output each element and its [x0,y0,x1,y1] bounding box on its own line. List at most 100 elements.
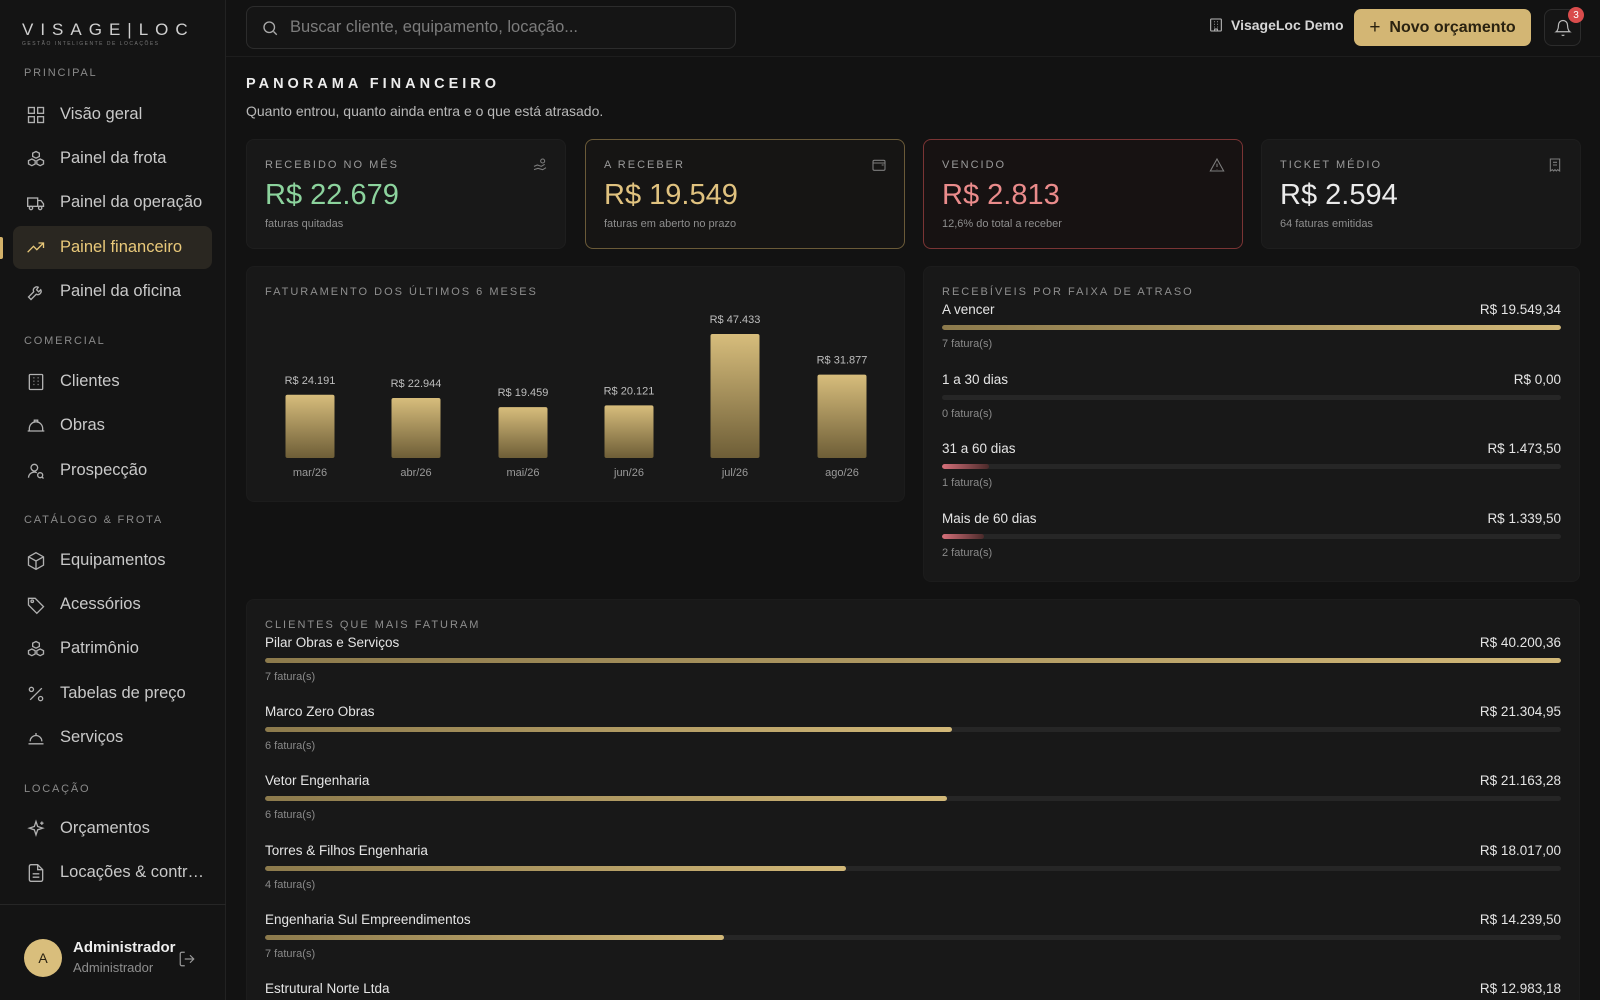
topbar-divider [226,56,1600,57]
revenue-bar-chart: R$ 24.191 mar/26 R$ 22.944 abr/26 R$ 19.459 m… [285,314,868,479]
kpi-note: 64 faturas emitidas [1280,218,1373,230]
revenue-chart-panel: FATURAMENTO DOS ÚLTIMOS 6 MESES R$ 24.19… [246,266,905,502]
progress-row: A vencer R$ 19.549,34 7 fatura(s) [942,302,1561,362]
chart-bar[interactable] [285,394,335,458]
chart-bar[interactable] [391,398,441,458]
building-icon [1210,18,1222,32]
kpi-label: VENCIDO [942,159,1007,171]
logo-text: VISAGE|LOC [22,20,195,39]
kpi-note: faturas quitadas [265,218,344,230]
search-bar[interactable] [246,6,736,49]
top-clients-panel: CLIENTES QUE MAIS FATURAM Pilar Obras e … [246,599,1580,1000]
chart-bar[interactable] [710,334,760,458]
row-count: 7 fatura(s) [942,338,993,350]
sidebar-item-painel-da-oficina[interactable]: Painel da oficina [13,270,212,313]
bar-value-label: R$ 22.944 [391,378,442,390]
x-tick-label: mai/26 [506,467,539,479]
progress-fill [265,727,952,733]
alert-triangle-icon [1209,157,1225,173]
row-name: A vencer [942,302,995,317]
row-count: 6 fatura(s) [265,809,316,822]
sidebar-item-tabelas-de-preco[interactable]: Tabelas de preço [13,672,212,715]
row-name: Mais de 60 dias [942,510,1037,526]
row-name: Engenharia Sul Empreendimentos [265,911,471,927]
progress-fill [942,325,1561,330]
new-quote-button[interactable]: + Novo orçamento [1354,9,1531,46]
search-input[interactable] [290,18,710,37]
bar-value-label: R$ 24.191 [285,375,336,387]
sidebar-item-label: Orçamentos [60,819,150,837]
top-clients-title: CLIENTES QUE MAIS FATURAM [265,619,481,631]
plus-icon: + [1369,16,1381,38]
sidebar-item-label: Locações & contr… [60,863,204,881]
sidebar-item-patrimonio[interactable]: Patrimônio [13,627,212,670]
kpi-card-avg-ticket: TICKET MÉDIO R$ 2.594 64 faturas emitida… [1261,139,1581,249]
progress-row: Pilar Obras e Serviços R$ 40.200,36 7 fatu… [265,635,1561,695]
aging-panel: RECEBÍVEIS POR FAIXA DE ATRASO A vencer R… [923,266,1580,582]
sidebar-item-label: Clientes [60,372,120,390]
sidebar-item-label: Patrimônio [60,639,139,657]
sidebar-item-clientes[interactable]: Clientes [13,360,212,403]
service-bell-icon [25,727,46,748]
sparkles-icon [25,818,46,839]
sidebar: VISAGE|LOC GESTÃO INTELIGENTE DE LOCAÇÕE… [0,0,226,1000]
sidebar-item-obras[interactable]: Obras [13,404,212,447]
kpi-label: RECEBIDO NO MÊS [265,159,399,171]
x-tick-label: jul/26 [721,467,748,479]
sidebar-item-label: Equipamentos [60,551,166,569]
sidebar-item-servicos[interactable]: Serviços [13,716,212,759]
sidebar-item-label: Painel financeiro [60,238,182,256]
progress-track [265,658,1561,663]
notifications-button[interactable]: 3 [1544,7,1584,46]
receipt-icon [1547,157,1563,173]
row-count: 0 fatura(s) [942,407,993,420]
progress-track [942,533,1561,539]
sidebar-item-equipamentos[interactable]: Equipamentos [13,539,212,582]
row-value: R$ 21.163,28 [1479,773,1561,789]
trending-up-icon [25,237,46,258]
x-tick-label: abr/26 [400,467,431,479]
progress-track [942,325,1561,330]
row-value: R$ 12.983,18 [1479,981,1561,996]
wrench-icon [25,281,46,302]
percent-icon [25,683,46,704]
sidebar-item-prospeccao[interactable]: Prospecção [13,449,212,492]
section-label: PRINCIPAL [24,67,98,79]
logout-icon[interactable] [178,950,196,968]
progress-track [265,934,1561,940]
progress-row: Estrutural Norte Ltda R$ 12.983,18 [265,981,1561,1000]
tenant-selector[interactable]: VisageLoc Demo [1208,17,1344,33]
progress-track [265,865,1561,871]
package-icon [25,550,46,571]
section-label: LOCAÇÃO [24,783,91,795]
kpi-card-receivable: A RECEBER R$ 19.549 faturas em aberto no… [585,139,905,249]
chart-bar[interactable] [604,405,654,458]
row-value: R$ 19.549,34 [1479,302,1561,317]
row-value: R$ 14.239,50 [1479,911,1561,927]
progress-row: Mais de 60 dias R$ 1.339,50 2 fatura(s) [942,511,1561,571]
avatar[interactable]: A [24,939,62,977]
truck-icon [25,192,46,213]
sidebar-item-visao-geral[interactable]: Visão geral [13,93,212,136]
progress-fill [265,865,846,871]
sidebar-item-label: Painel da frota [60,149,167,167]
sidebar-item-label: Painel da oficina [60,282,182,300]
kpi-note: 12,6% do total a receber [942,218,1062,230]
sidebar-item-painel-da-operacao[interactable]: Painel da operação [13,181,212,224]
user-search-icon [25,460,46,481]
brand-logo[interactable]: VISAGE|LOC GESTÃO INTELIGENTE DE LOCAÇÕE… [22,20,200,47]
sidebar-item-painel-da-frota[interactable]: Painel da frota [13,137,212,180]
chart-bar[interactable] [498,407,548,458]
progress-row: Vetor Engenharia R$ 21.163,28 6 fatura(s) [265,773,1561,833]
sidebar-item-painel-financeiro[interactable]: Painel financeiro [13,226,212,269]
sidebar-item-acessorios[interactable]: Acessórios [13,583,212,626]
kpi-card-overdue: VENCIDO R$ 2.813 12,6% do total a recebe… [923,139,1243,249]
building-icon [25,371,46,392]
sidebar-item-orcamentos[interactable]: Orçamentos [13,807,212,850]
progress-fill [942,533,985,539]
notification-badge: 3 [1568,7,1584,23]
chart-bar[interactable] [817,374,867,458]
row-name: 31 a 60 dias [942,441,1016,456]
progress-row: Engenharia Sul Empreendimentos R$ 14.239,… [265,912,1561,972]
sidebar-item-locacoes-contr[interactable]: Locações & contr… [13,851,212,894]
